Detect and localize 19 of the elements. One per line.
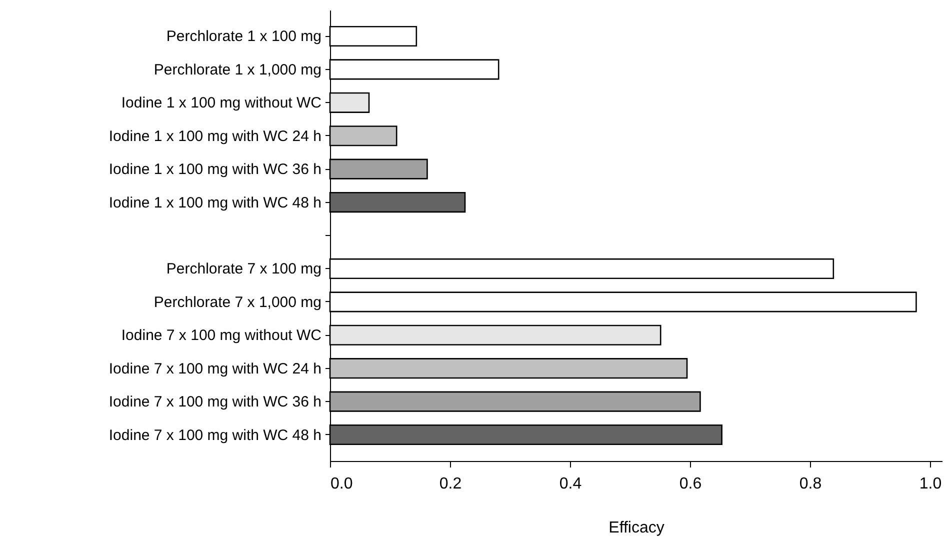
x-tick-label: 1.0	[919, 476, 942, 492]
y-tick-label: Perchlorate 7 x 1,000 mg	[154, 294, 322, 311]
y-tick-label: Perchlorate 7 x 100 mg	[166, 260, 322, 278]
y-tick-label: Iodine 7 x 100 mg with WC 36 h	[108, 394, 322, 411]
y-tick-label: Iodine 1 x 100 mg with WC 48 h	[108, 194, 322, 212]
y-tick-label: Iodine 1 x 100 mg with WC 24 h	[108, 128, 322, 145]
y-tick-label: Perchlorate 1 x 100 mg	[166, 28, 322, 46]
y-tick-label: Iodine 7 x 100 mg with WC 48 h	[108, 426, 322, 444]
x-axis-title: Efficacy	[608, 520, 664, 536]
y-tick-label: Iodine 7 x 100 mg with WC 24 h	[108, 360, 322, 378]
y-tick-label: Iodine 1 x 100 mg with WC 36 h	[108, 161, 322, 178]
x-tick-label: 0.4	[559, 476, 582, 492]
x-tick-label: 0.0	[330, 476, 353, 492]
y-tick-label: Iodine 7 x 100 mg without WC	[121, 327, 322, 344]
y-tick-label: Perchlorate 1 x 1,000 mg	[154, 61, 322, 78]
x-tick-label: 0.2	[439, 476, 462, 492]
x-tick-label: 0.8	[799, 476, 822, 492]
y-tick-label: Iodine 1 x 100 mg without WC	[121, 94, 322, 112]
x-tick-label: 0.6	[679, 476, 702, 492]
